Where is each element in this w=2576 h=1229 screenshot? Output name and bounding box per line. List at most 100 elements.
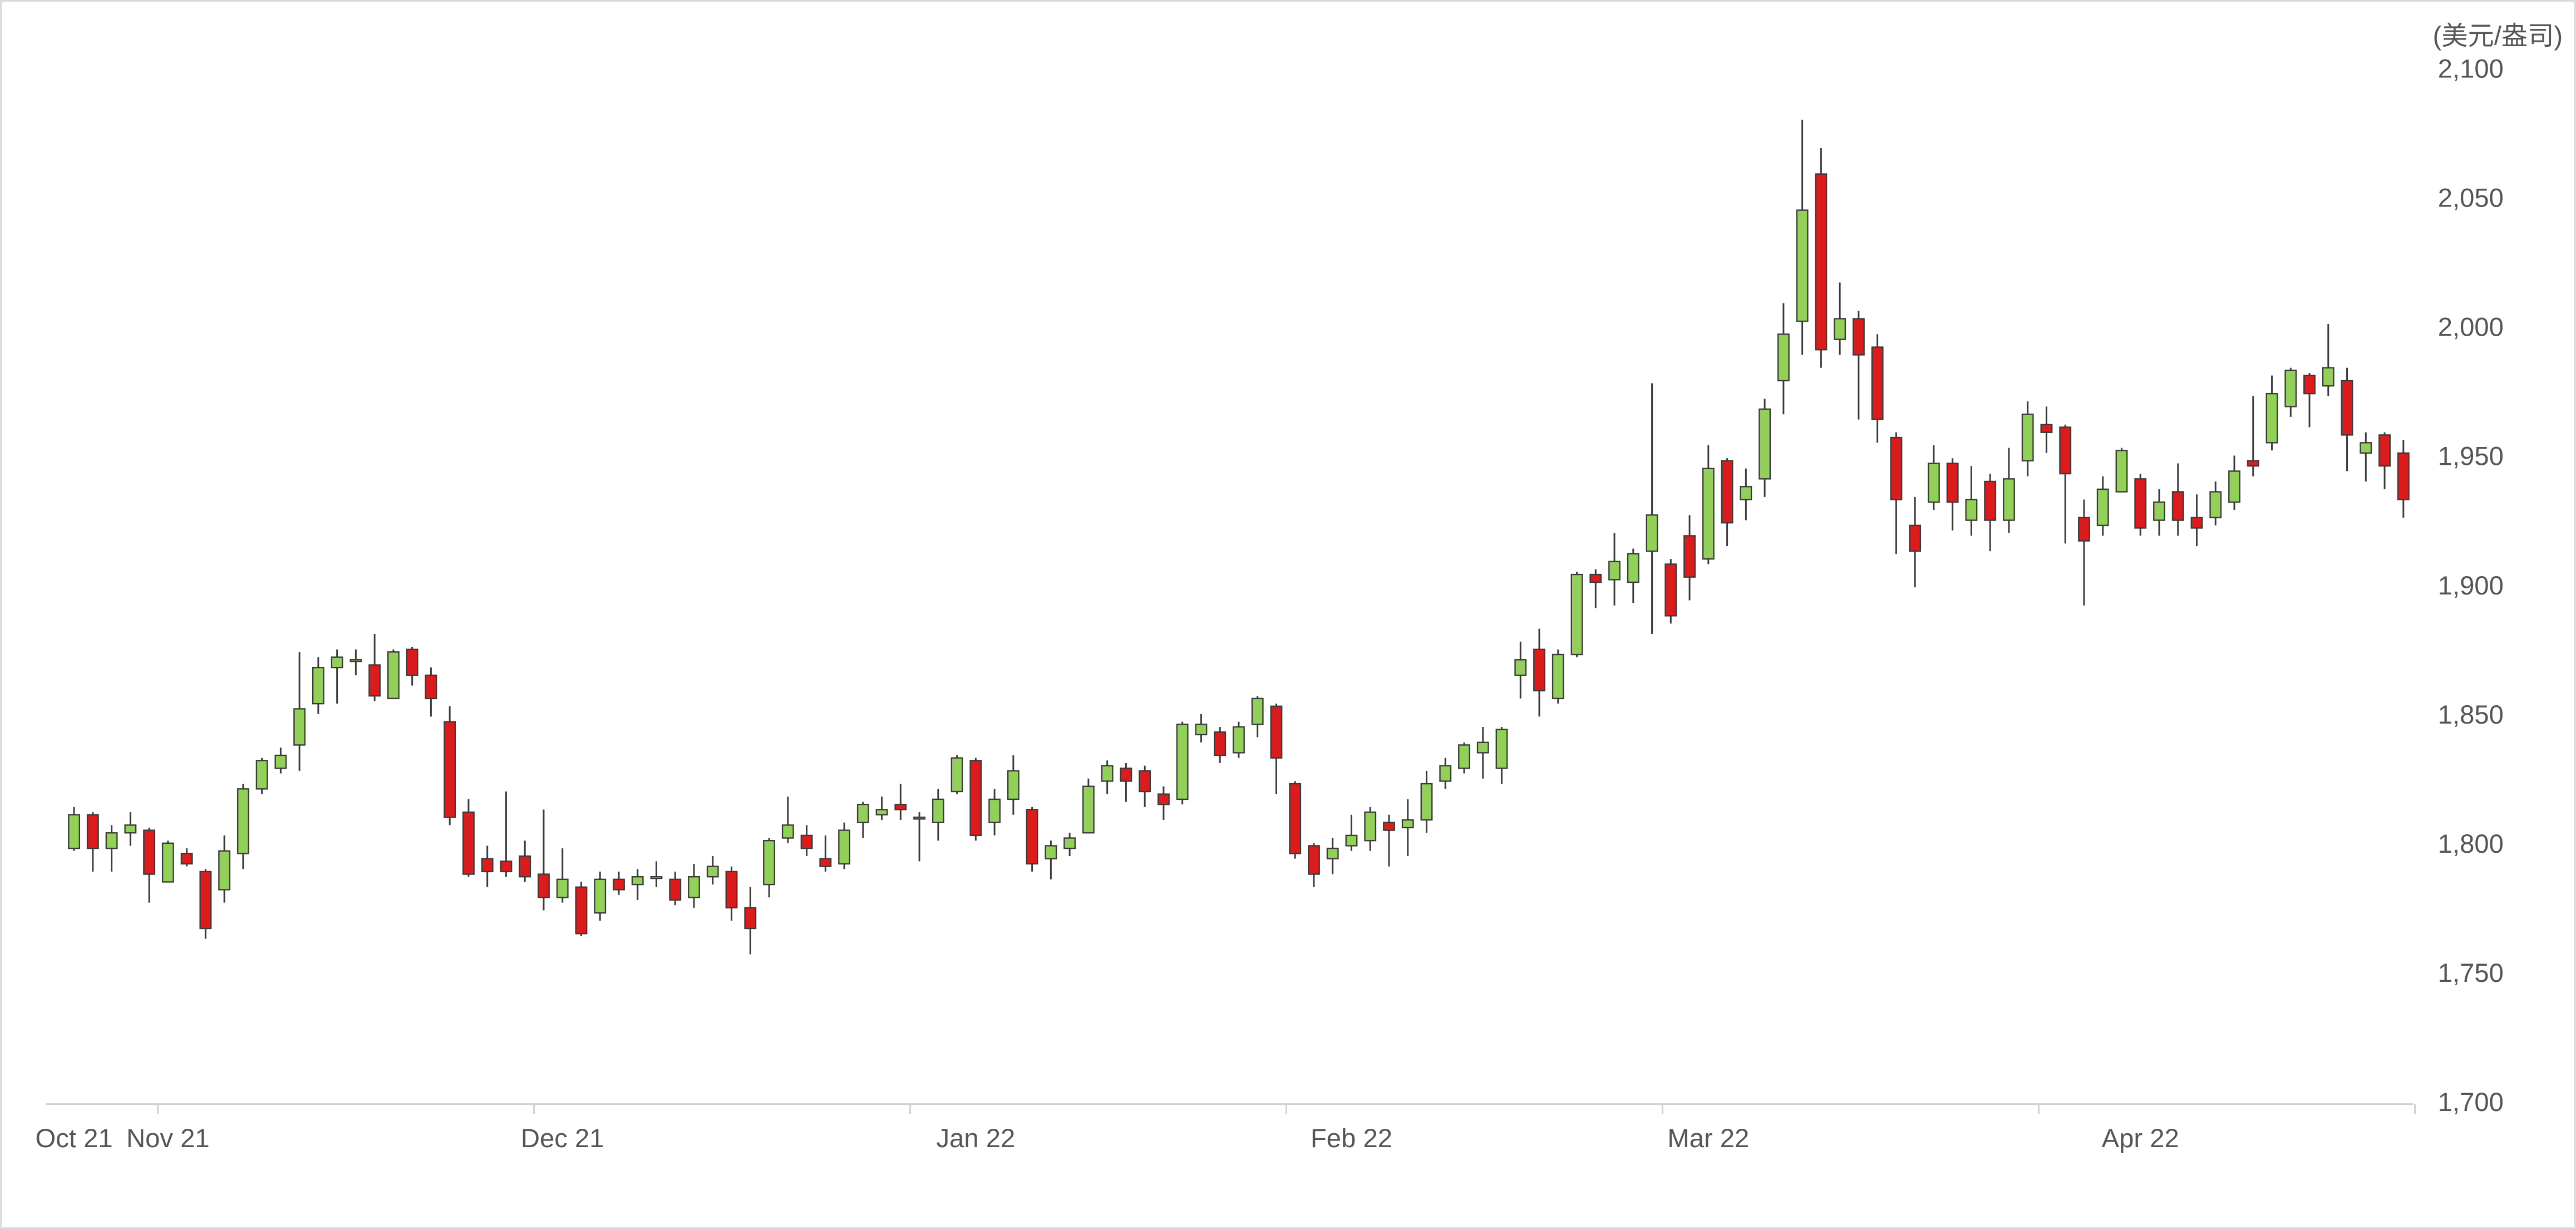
candle-body xyxy=(1796,209,1809,322)
candle-body xyxy=(1233,726,1245,754)
x-tick-label: Nov 21 xyxy=(126,1124,210,1153)
candle-body xyxy=(1984,480,1997,521)
candle-body xyxy=(293,708,306,746)
candle-body xyxy=(124,824,137,834)
candle-body xyxy=(1871,346,1884,420)
candle-body xyxy=(143,829,156,875)
x-tick-label: Dec 21 xyxy=(521,1124,604,1153)
candle-body xyxy=(688,876,700,898)
candle-body xyxy=(1176,724,1189,800)
candle-body xyxy=(1815,173,1828,351)
candle-body xyxy=(1702,468,1715,560)
candle-body xyxy=(68,814,80,849)
candle-body xyxy=(1270,705,1283,759)
candle-body xyxy=(2341,380,2353,436)
candle-body xyxy=(1646,514,1658,552)
candle-body xyxy=(180,853,193,865)
candle-body xyxy=(1664,563,1677,617)
candle-body xyxy=(969,760,982,837)
candle-body xyxy=(1777,333,1790,382)
candle-body xyxy=(255,760,268,790)
candle-body xyxy=(2171,491,2184,521)
candle-body xyxy=(1570,573,1583,656)
candle-body xyxy=(594,878,607,914)
candle-body xyxy=(875,809,888,815)
candle-body xyxy=(331,656,343,668)
y-tick-label: 1,900 xyxy=(2438,571,2504,601)
candle-body xyxy=(2059,426,2072,475)
candle-body xyxy=(2265,392,2278,444)
candle-body xyxy=(1420,783,1433,821)
candle-body xyxy=(1476,741,1489,754)
candle-body xyxy=(1740,486,1752,500)
candle-body xyxy=(1383,822,1395,831)
candle-body xyxy=(650,876,663,879)
candle-body xyxy=(631,876,644,886)
candle-body xyxy=(1364,811,1377,842)
candle-body xyxy=(1759,408,1771,480)
candle-body xyxy=(1157,793,1170,805)
candle-body xyxy=(161,842,174,883)
candle-body xyxy=(1214,731,1227,756)
candle-body xyxy=(1101,765,1114,782)
candle-body xyxy=(2284,370,2297,407)
candle-body xyxy=(763,840,775,886)
candle-body xyxy=(1439,765,1452,782)
y-tick-label: 1,700 xyxy=(2438,1088,2504,1117)
candle-body xyxy=(1721,460,1733,524)
candle-body xyxy=(894,804,907,810)
candle-body xyxy=(781,824,794,839)
y-axis-title: (美元/盎司) xyxy=(2433,21,2563,51)
candle-body xyxy=(1045,845,1057,859)
candle-body xyxy=(86,814,99,849)
candle-body xyxy=(105,832,118,849)
candle-body xyxy=(349,659,362,662)
y-tick-label: 1,850 xyxy=(2438,700,2504,730)
candle-body xyxy=(1909,524,1922,552)
candle-body xyxy=(1683,535,1696,578)
candle-body xyxy=(1890,436,1903,500)
candle-body xyxy=(950,757,963,793)
candle-body xyxy=(481,858,494,873)
candle-body xyxy=(237,788,249,854)
candle-body xyxy=(538,873,550,898)
x-tick-label: Jan 22 xyxy=(936,1124,1015,1153)
candle-body xyxy=(1195,724,1208,736)
candle-body xyxy=(669,878,682,901)
candle-body xyxy=(1495,729,1508,769)
candle-body xyxy=(1927,463,1940,503)
candle-body xyxy=(1345,834,1358,847)
candle-body xyxy=(2209,491,2222,519)
y-tick-label: 2,000 xyxy=(2438,313,2504,342)
candle-body xyxy=(2153,501,2165,521)
candle-body xyxy=(2190,517,2203,529)
x-tick-label: Oct 21 xyxy=(36,1124,113,1153)
candle-body xyxy=(725,871,738,909)
candle-body xyxy=(988,798,1001,823)
candle-body xyxy=(819,858,832,867)
candle-body xyxy=(744,907,757,930)
candle-body xyxy=(1514,659,1527,676)
candle-body xyxy=(913,817,926,820)
candle-body xyxy=(706,866,719,878)
candle-body xyxy=(1120,768,1132,782)
candle-body xyxy=(2021,414,2034,462)
candle-body xyxy=(2040,424,2053,433)
y-tick-label: 1,950 xyxy=(2438,442,2504,471)
candle-body xyxy=(2378,434,2391,467)
candle-body xyxy=(2397,452,2410,500)
candle-body xyxy=(1082,785,1095,834)
x-tick-label: Feb 22 xyxy=(1311,1124,1392,1153)
candle-body xyxy=(1063,837,1076,849)
candle-body xyxy=(1026,809,1038,865)
candle-body xyxy=(1458,744,1470,769)
candle-body xyxy=(2247,460,2259,467)
candle-body xyxy=(856,804,869,823)
candle-body xyxy=(575,886,588,935)
candle-body xyxy=(218,850,231,891)
candle-body xyxy=(1608,561,1621,581)
candle-body xyxy=(274,754,287,769)
